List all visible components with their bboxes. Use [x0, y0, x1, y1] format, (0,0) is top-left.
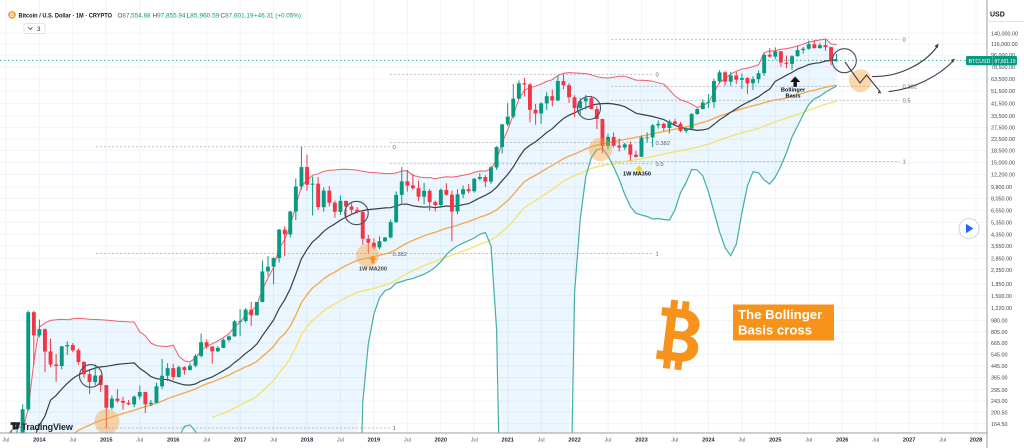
svg-text:1W MA200: 1W MA200 [359, 267, 387, 273]
svg-text:Jul: Jul [538, 438, 545, 444]
svg-text:243.00: 243.00 [991, 399, 1008, 405]
svg-text:5,350.00: 5,350.00 [991, 220, 1012, 226]
svg-text:3,550.00: 3,550.00 [991, 244, 1012, 250]
svg-text:51,500.00: 51,500.00 [991, 89, 1015, 95]
svg-text:18,500.00: 18,500.00 [991, 149, 1015, 155]
svg-text:33,500.00: 33,500.00 [991, 114, 1015, 120]
svg-text:78,500.00: 78,500.00 [991, 65, 1015, 71]
svg-text:41,500.00: 41,500.00 [991, 102, 1015, 108]
svg-text:Bitcoin / U.S. Dollar · 1M · C: Bitcoin / U.S. Dollar · 1M · CRYPTO [19, 13, 113, 20]
svg-text:4,350.00: 4,350.00 [991, 232, 1012, 238]
svg-text:+46.31 (+0.05%): +46.31 (+0.05%) [254, 12, 301, 19]
svg-text:The Bollinger: The Bollinger [738, 307, 822, 322]
svg-text:Jul: Jul [2, 438, 9, 444]
svg-text:Jul: Jul [136, 438, 143, 444]
svg-text:Bollinger: Bollinger [781, 88, 806, 94]
svg-text:1: 1 [903, 160, 906, 166]
svg-text:0.382: 0.382 [393, 252, 408, 258]
svg-text:2017: 2017 [234, 438, 246, 444]
svg-text:2022: 2022 [568, 438, 580, 444]
svg-text:2,850.00: 2,850.00 [991, 257, 1012, 263]
svg-text:545.00: 545.00 [991, 353, 1008, 359]
svg-text:63,500.00: 63,500.00 [991, 77, 1015, 83]
svg-text:2,350.00: 2,350.00 [991, 268, 1012, 274]
svg-text:Jul: Jul [203, 438, 210, 444]
svg-text:Jul: Jul [738, 438, 745, 444]
svg-text:2027: 2027 [903, 438, 915, 444]
svg-text:2014: 2014 [33, 438, 46, 444]
svg-text:12,200.00: 12,200.00 [991, 173, 1015, 179]
svg-text:2024: 2024 [702, 438, 715, 444]
svg-text:1,850.00: 1,850.00 [991, 282, 1012, 288]
svg-text:164.50: 164.50 [991, 422, 1008, 428]
svg-text:0.5: 0.5 [656, 162, 664, 168]
svg-text:15,000.00: 15,000.00 [991, 161, 1015, 167]
svg-text:0: 0 [903, 37, 906, 43]
svg-text:140,000.00: 140,000.00 [991, 31, 1018, 37]
svg-text:980.00: 980.00 [991, 319, 1008, 325]
svg-text:3: 3 [37, 26, 41, 33]
svg-text:Jul: Jul [270, 438, 277, 444]
svg-text:6,550.00: 6,550.00 [991, 209, 1012, 215]
svg-text:805.00: 805.00 [991, 330, 1008, 336]
svg-text:C87,601.19: C87,601.19 [221, 12, 254, 19]
svg-text:8,050.00: 8,050.00 [991, 197, 1012, 203]
svg-text:Jul: Jul [805, 438, 812, 444]
svg-text:Jul: Jul [671, 438, 678, 444]
svg-text:Basis cross: Basis cross [738, 323, 812, 338]
svg-text:0: 0 [656, 72, 659, 78]
svg-text:2016: 2016 [167, 438, 179, 444]
svg-text:2018: 2018 [301, 438, 313, 444]
svg-text:TradingView: TradingView [22, 422, 74, 432]
svg-text:2026: 2026 [836, 438, 848, 444]
svg-text:H97,855.94: H97,855.94 [153, 12, 186, 19]
svg-text:Jul: Jul [939, 438, 946, 444]
svg-text:2021: 2021 [501, 438, 513, 444]
svg-text:0.5: 0.5 [903, 99, 911, 105]
svg-text:2015: 2015 [100, 438, 112, 444]
svg-text:1,500.00: 1,500.00 [991, 294, 1012, 300]
svg-text:1: 1 [656, 252, 659, 258]
svg-text:Basis: Basis [786, 94, 801, 100]
svg-text:1W MA350: 1W MA350 [623, 172, 651, 178]
svg-text:USD: USD [990, 12, 1005, 19]
svg-text:Jul: Jul [872, 438, 879, 444]
svg-text:L85,960.59: L85,960.59 [187, 12, 220, 19]
svg-text:2025: 2025 [769, 438, 781, 444]
svg-text:O87,554.88: O87,554.88 [118, 12, 151, 19]
svg-text:295.00: 295.00 [991, 388, 1008, 394]
svg-text:2020: 2020 [435, 438, 447, 444]
svg-text:9,800.00: 9,800.00 [991, 185, 1012, 191]
svg-text:2019: 2019 [368, 438, 380, 444]
svg-text:445.00: 445.00 [991, 364, 1008, 370]
svg-text:Jul: Jul [471, 438, 478, 444]
svg-text:665.00: 665.00 [991, 341, 1008, 347]
svg-text:BTCUSD: BTCUSD [969, 59, 991, 65]
svg-text:87,601.19: 87,601.19 [995, 59, 1016, 65]
svg-text:Jul: Jul [604, 438, 611, 444]
svg-text:Jul: Jul [404, 438, 411, 444]
svg-text:Jul: Jul [69, 438, 76, 444]
svg-text:365.00: 365.00 [991, 376, 1008, 382]
svg-text:1,220.00: 1,220.00 [991, 306, 1012, 312]
svg-text:27,500.00: 27,500.00 [991, 126, 1015, 132]
svg-text:B: B [10, 13, 15, 19]
svg-text:22,500.00: 22,500.00 [991, 137, 1015, 143]
svg-text:1: 1 [393, 426, 396, 432]
svg-text:2028: 2028 [970, 438, 982, 444]
svg-text:0: 0 [393, 145, 396, 151]
svg-text:116,000.00: 116,000.00 [991, 42, 1018, 48]
svg-text:2023: 2023 [635, 438, 647, 444]
svg-text:200.50: 200.50 [991, 410, 1008, 416]
svg-text:0.382: 0.382 [656, 141, 671, 147]
svg-text:Jul: Jul [337, 438, 344, 444]
